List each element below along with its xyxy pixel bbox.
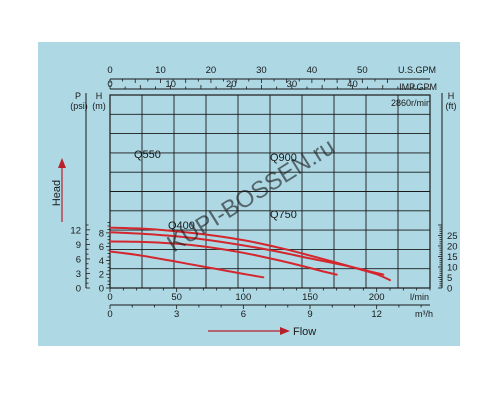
tick-label-impgpm: 10 (165, 79, 176, 90)
x-axis-label: Flow (293, 326, 316, 338)
curve-label-q900: Q900 (270, 152, 297, 164)
tick-label-m: 2 (99, 270, 104, 281)
head-arrow-head (58, 158, 66, 168)
tick-label-psi: 9 (76, 240, 81, 251)
tick-label-impgpm: 0 (107, 79, 112, 90)
tick-label-ft: 15 (447, 252, 458, 263)
tick-label-m3h: 0 (107, 309, 112, 320)
tick-label-usgpm: 20 (206, 65, 217, 76)
tick-label-usgpm: 50 (357, 65, 368, 76)
tick-label-ft: 5 (447, 273, 452, 284)
axis-unit-psi: (psi) (70, 101, 88, 111)
axis-title-ft: H (448, 91, 455, 101)
speed-note: 2860r/min (391, 98, 431, 108)
tick-label-lpm: 50 (171, 292, 182, 303)
tick-label-usgpm: 0 (107, 65, 112, 76)
tick-label-ft: 10 (447, 262, 458, 273)
tick-label-impgpm: 40 (347, 79, 358, 90)
axis-unit-ft: (ft) (446, 101, 457, 111)
tick-label-lpm: 150 (302, 292, 318, 303)
tick-label-impgpm: 20 (226, 79, 237, 90)
y-axis-label: Head (51, 180, 63, 206)
tick-label-usgpm: 30 (256, 65, 267, 76)
curve-q400 (109, 250, 265, 279)
tick-label-lpm: 0 (107, 292, 112, 303)
tick-label-psi: 3 (76, 269, 81, 280)
curve-label-q750: Q750 (270, 209, 297, 221)
axis-title-psi: P (75, 91, 81, 101)
tick-label-ft: 20 (447, 241, 458, 252)
tick-label-lpm: 100 (235, 292, 251, 303)
tick-label-ft: 0 (447, 284, 452, 295)
tick-label-psi: 0 (76, 284, 81, 295)
tick-label-m3h: 3 (174, 309, 179, 320)
chart-background (38, 42, 460, 346)
axis-unit-m: (m) (92, 101, 106, 111)
tick-label-m: 8 (99, 228, 104, 239)
tick-label-ft: 25 (447, 231, 458, 242)
curve-label-q400: Q400 (168, 220, 195, 232)
tick-label-usgpm: 40 (307, 65, 318, 76)
tick-label-m: 4 (99, 256, 104, 267)
tick-label-psi: 6 (76, 254, 81, 265)
tick-label-lpm: 200 (369, 292, 385, 303)
axis-title-m: H (96, 91, 103, 101)
tick-label-m3h: 6 (241, 309, 246, 320)
curve-label-q550: Q550 (134, 149, 161, 161)
tick-label-usgpm: 10 (155, 65, 166, 76)
tick-label-m: 0 (99, 284, 104, 295)
curve-q750 (109, 231, 385, 276)
tick-label-m3h: 12 (371, 309, 382, 320)
tick-label-m: 6 (99, 242, 104, 253)
tick-label-impgpm: 30 (287, 79, 298, 90)
tick-label-psi: 12 (70, 225, 81, 236)
curve-layer (109, 226, 391, 282)
axis-unit-usgpm: U.S.GPM (398, 65, 436, 75)
axis-unit-lpm: l/min (410, 292, 429, 302)
axis-unit-m3h: m³/h (415, 309, 433, 319)
flow-arrow-head (280, 327, 290, 335)
axis-unit-impgpm: IMP.GPM (399, 82, 437, 92)
curve-q550 (109, 240, 338, 276)
tick-label-m3h: 9 (307, 309, 312, 320)
